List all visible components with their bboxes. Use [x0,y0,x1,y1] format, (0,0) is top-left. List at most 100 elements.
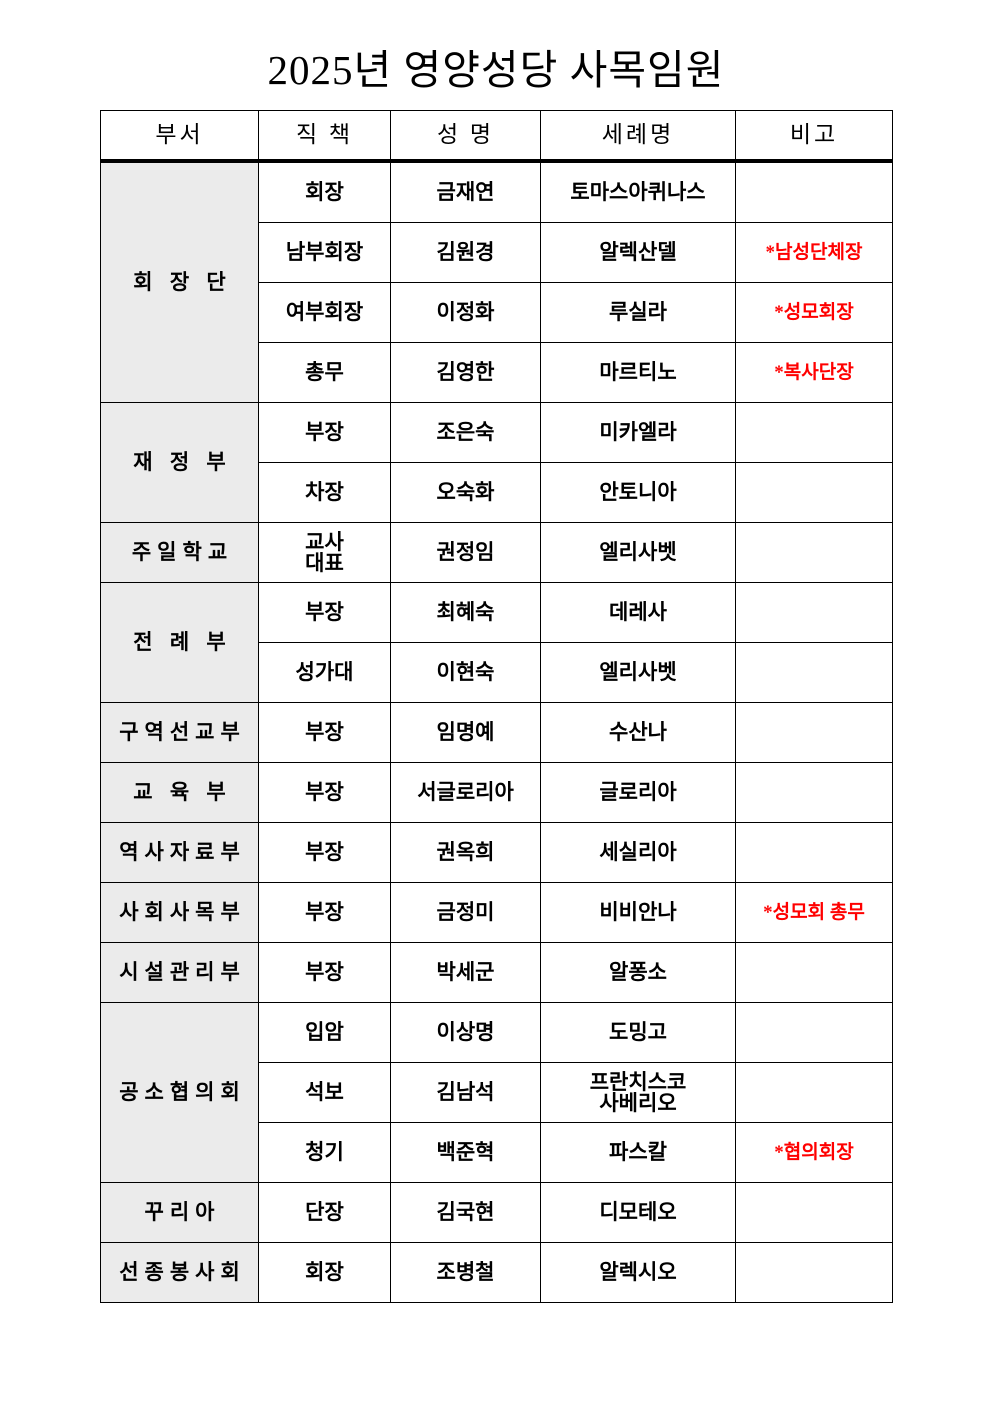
department-label: 회 장 단 [133,270,232,295]
cell-role: 부장 [258,882,391,943]
table-row: 구역선교부 부장 임명예 수산나 [100,702,893,763]
table-row: 역사자료부 부장 권옥희 세실리아 [100,822,893,883]
cell-role: 부장 [258,702,391,763]
table-row: 청기 백준혁 파스칼 *협의회장 [101,1122,893,1183]
cell-department: 회 장 단 [100,160,259,403]
cell-role: 교사 대표 [258,522,391,583]
cell-role: 차장 [258,462,391,523]
header-row: 부서 직 책 성 명 세례명 비고 [100,110,893,163]
cell-name: 이현숙 [390,642,541,703]
cell-baptismal-name: 알퐁소 [540,942,736,1003]
cell-remarks [735,822,893,883]
cell-baptismal-name: 루실라 [540,282,736,343]
department-label: 선종봉사회 [119,1260,246,1285]
cell-department: 역사자료부 [100,822,259,883]
table-row: 성가대 이현숙 엘리사벳 [101,642,893,703]
cell-role: 회장 [258,1242,391,1303]
column-header-department: 부서 [100,110,259,163]
cell-role: 부장 [258,402,391,463]
cell-remarks [735,522,893,583]
cell-name: 백준혁 [390,1122,541,1183]
table-row: 전 례 부 부장 최혜숙 데레사 [100,582,893,703]
cell-name: 김국현 [390,1182,541,1243]
cell-name: 금재연 [390,160,541,223]
cell-department: 사회사목부 [100,882,259,943]
cell-name: 조병철 [390,1242,541,1303]
cell-name: 권정임 [390,522,541,583]
cell-remarks [735,762,893,823]
cell-remarks [735,1242,893,1303]
column-header-name: 성 명 [390,110,541,163]
cell-baptismal-name: 마르티노 [540,342,736,403]
cell-name: 오숙화 [390,462,541,523]
cell-department: 구역선교부 [100,702,259,763]
cell-department: 선종봉사회 [100,1242,259,1303]
cell-role: 여부회장 [258,282,391,343]
cell-remarks [735,942,893,1003]
department-label: 구역선교부 [119,720,246,745]
department-label: 꾸리아 [144,1200,221,1225]
multiline-text: 프란치스코 사베리오 [589,1069,687,1115]
cell-name: 권옥희 [390,822,541,883]
column-header-role: 직 책 [258,110,391,163]
cell-remarks: *남성단체장 [735,222,893,283]
cell-role: 남부회장 [258,222,391,283]
cell-role: 부장 [258,822,391,883]
cell-remarks: *복사단장 [735,342,893,403]
department-label: 공소협의회 [119,1080,246,1105]
cell-name: 김원경 [390,222,541,283]
table-row: 주일학교 교사 대표 권정임 엘리사벳 [100,522,893,583]
cell-remarks [735,1182,893,1243]
cell-role: 부장 [258,762,391,823]
cell-baptismal-name: 수산나 [540,702,736,763]
table-row: 남부회장 김원경 알렉산델 *남성단체장 [101,222,893,283]
table-row: 시설관리부 부장 박세군 알퐁소 [100,942,893,1003]
column-header-baptismal: 세례명 [540,110,736,163]
department-label: 교 육 부 [133,780,232,805]
cell-name: 이상명 [390,1002,541,1063]
page-title: 2025년 영양성당 사목임원 [267,47,725,93]
department-label: 시설관리부 [119,960,246,985]
cell-name: 김남석 [390,1062,541,1123]
cell-baptismal-name: 토마스아퀴나스 [540,160,736,223]
department-label: 역사자료부 [119,840,246,865]
cell-baptismal-name: 도밍고 [540,1002,736,1063]
table-row: 회 장 단 회장 금재연 토마스아퀴나스 [100,160,893,403]
cell-name: 김영한 [390,342,541,403]
cell-baptismal-name: 알렉시오 [540,1242,736,1303]
cell-remarks: *협의회장 [735,1122,893,1183]
cell-role: 단장 [258,1182,391,1243]
table-row: 교 육 부 부장 서글로리아 글로리아 [100,762,893,823]
department-label: 주일학교 [131,540,234,565]
department-label: 전 례 부 [133,630,232,655]
table-row: 공소협의회 입암 이상명 도밍고 [100,1002,893,1183]
table-row: 석보 김남석 프란치스코 사베리오 [101,1062,893,1123]
table-row: 여부회장 이정화 루실라 *성모회장 [101,282,893,343]
cell-remarks [735,160,893,223]
cell-remarks [735,582,893,643]
cell-remarks: *성모회장 [735,282,893,343]
table-row: 총무 김영한 마르티노 *복사단장 [101,342,893,403]
cell-name: 최혜숙 [390,582,541,643]
cell-role: 입암 [258,1002,391,1063]
cell-department: 주일학교 [100,522,259,583]
cell-remarks [735,702,893,763]
table-row: 꾸리아 단장 김국현 디모테오 [100,1182,893,1243]
cell-baptismal-name: 디모테오 [540,1182,736,1243]
table-row: 재 정 부 부장 조은숙 미카엘라 [100,402,893,523]
cell-baptismal-name: 데레사 [540,582,736,643]
cell-name: 박세군 [390,942,541,1003]
table-row: 선종봉사회 회장 조병철 알렉시오 [100,1242,893,1303]
cell-baptismal-name: 알렉산델 [540,222,736,283]
cell-baptismal-name: 안토니아 [540,462,736,523]
cell-remarks [735,642,893,703]
pastoral-staff-table: 부서 직 책 성 명 세례명 비고 회 장 단 회장 금재연 토마스아퀴나스 남부회장 김… [100,110,893,1303]
department-label: 재 정 부 [133,450,232,475]
cell-department: 공소협의회 [100,1002,259,1183]
cell-department: 꾸리아 [100,1182,259,1243]
cell-baptismal-name: 프란치스코 사베리오 [540,1062,736,1123]
cell-role: 총무 [258,342,391,403]
cell-remarks [735,1002,893,1063]
cell-remarks: *성모회 총무 [735,882,893,943]
cell-baptismal-name: 엘리사벳 [540,642,736,703]
